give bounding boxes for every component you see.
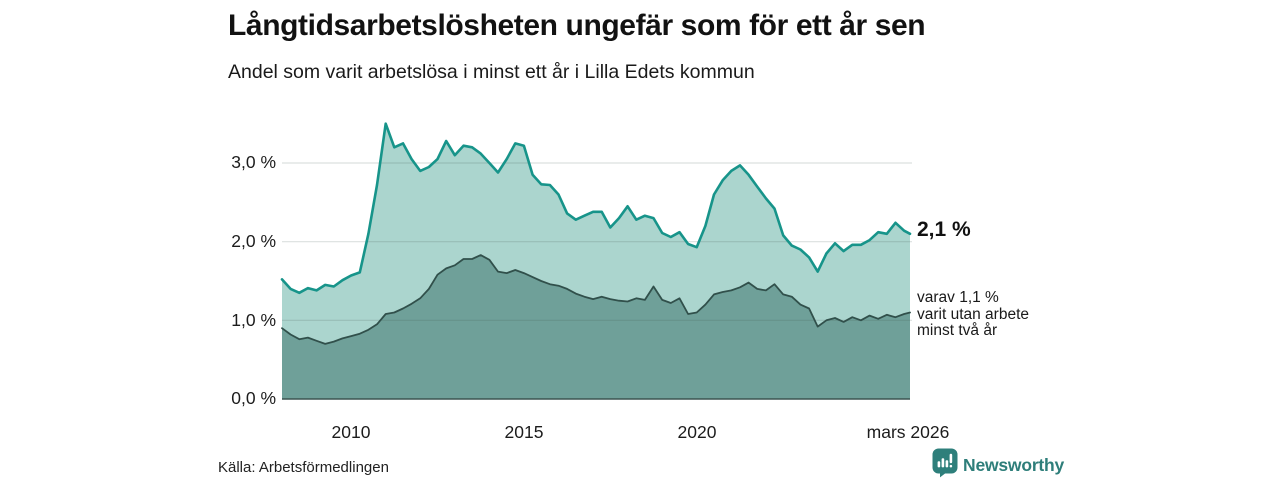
x-tick-label: mars 2026 (866, 422, 950, 442)
x-tick-label: 2010 (331, 422, 371, 442)
two-year-annotation-line: minst två år (917, 322, 998, 340)
y-tick-label: 0,0 % (231, 388, 276, 408)
x-tick-label: 2020 (677, 422, 717, 442)
y-tick-label: 2,0 % (231, 231, 276, 251)
two-year-annotation: varav 1,1 % varit utan arbete minst två … (917, 289, 1030, 340)
two-year-annotation-line: varit utan arbete (917, 305, 1030, 323)
page-subtitle: Andel som varit arbetslösa i minst ett å… (228, 61, 755, 83)
y-tick-label: 1,0 % (231, 310, 276, 330)
source-note: Källa: Arbetsförmedlingen (218, 459, 389, 476)
x-tick-label: 2015 (504, 422, 544, 442)
y-tick-label: 3,0 % (231, 152, 276, 172)
newsworthy-logo-icon (932, 448, 958, 478)
two-year-annotation-line: varav 1,1 % (917, 289, 999, 306)
latest-value-label: 2,1 % (917, 218, 971, 241)
newsworthy-wordmark: Newsworthy (963, 455, 1065, 475)
page-title: Långtidsarbetslösheten ungefär som för e… (228, 9, 926, 42)
